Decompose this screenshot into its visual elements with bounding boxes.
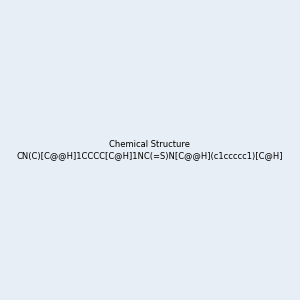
Text: Chemical Structure
CN(C)[C@@H]1CCCC[C@H]1NC(=S)N[C@@H](c1ccccc1)[C@H]: Chemical Structure CN(C)[C@@H]1CCCC[C@H]…	[17, 140, 283, 160]
